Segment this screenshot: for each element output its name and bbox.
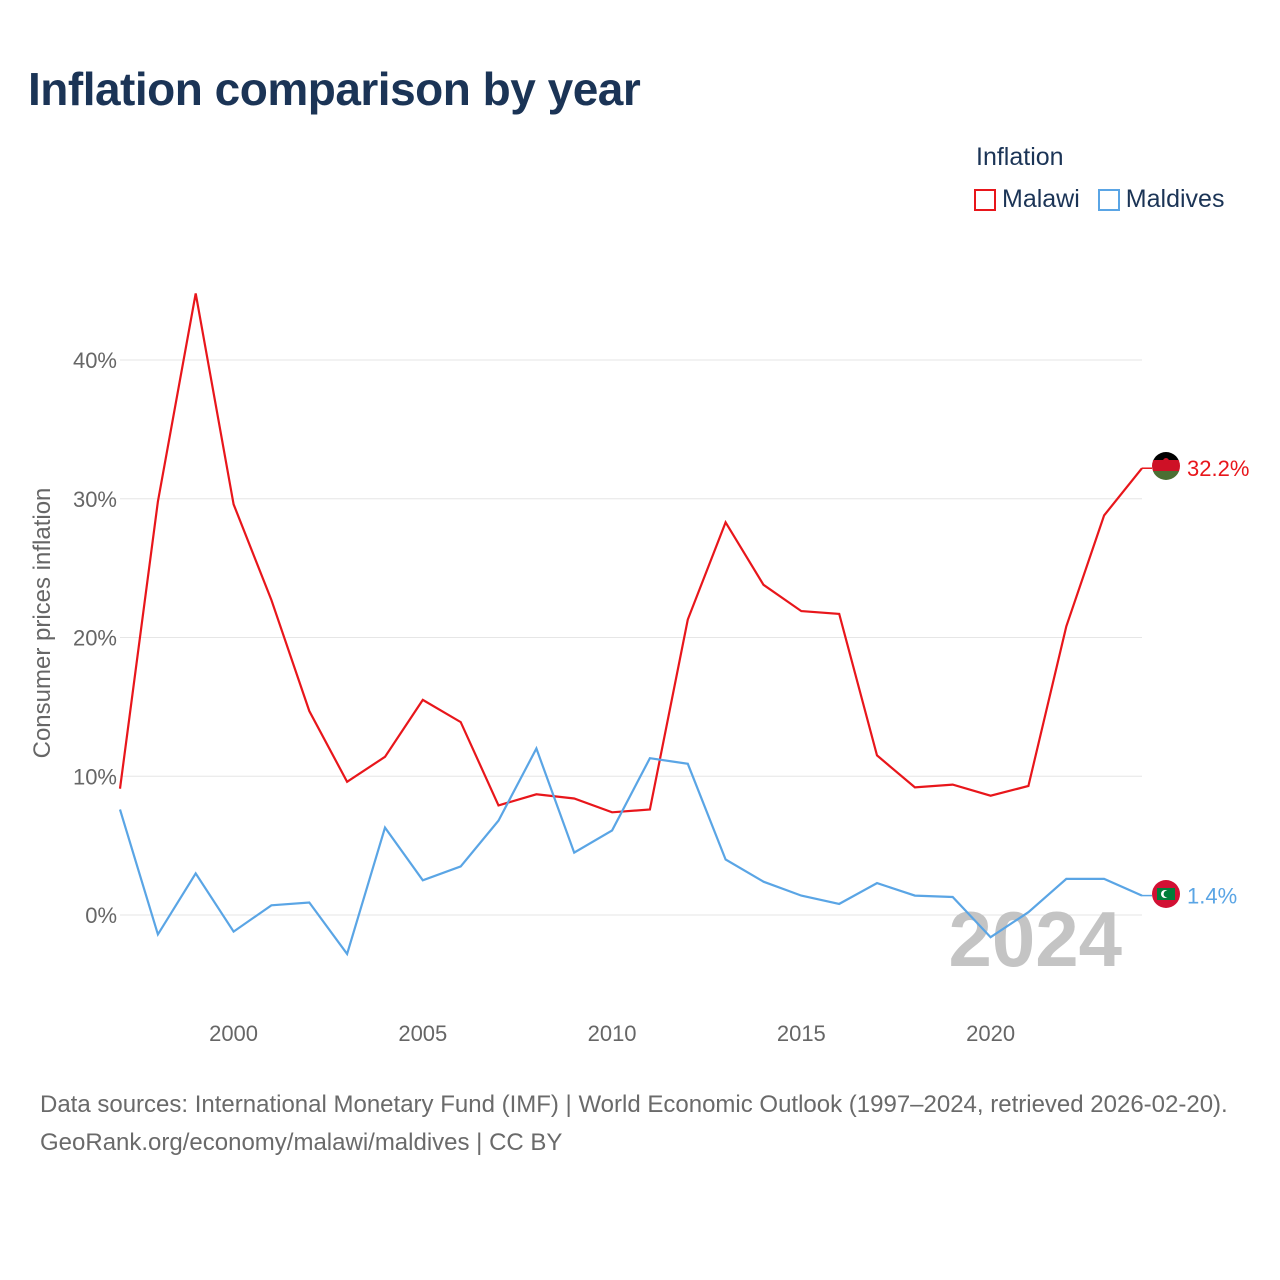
y-tick-label: 10% [73, 764, 117, 789]
malawi-flag-icon [1152, 452, 1180, 480]
legend-item-maldives[interactable]: Maldives [1097, 185, 1225, 214]
marker-layer [1152, 452, 1180, 908]
legend-label-malawi: Malawi [1002, 185, 1080, 213]
y-tick-label: 20% [73, 626, 117, 651]
series-line-malawi [118, 293, 1143, 814]
legend-label-maldives: Maldives [1125, 185, 1225, 213]
x-tick-label: 2015 [777, 1021, 826, 1046]
x-tick-label: 2000 [209, 1021, 258, 1046]
legend-swatch-maldives [1097, 188, 1120, 211]
y-tick-label: 30% [73, 487, 117, 512]
series-layer: 32.2% 1.4% [118, 293, 1249, 957]
maldives-flag-icon [1152, 880, 1180, 908]
end-value-label-maldives: 1.4% [1187, 884, 1237, 909]
x-tick-label: 2010 [588, 1021, 637, 1046]
series-line-maldives [118, 745, 1143, 957]
y-tick-label: 0% [85, 903, 117, 928]
y-tick-label: 40% [73, 348, 117, 373]
legend-item-malawi[interactable]: Malawi [974, 185, 1080, 214]
chart-title: Inflation comparison by year [28, 63, 641, 115]
source-line-data: Data sources: International Monetary Fun… [40, 1091, 1228, 1118]
x-tick-label: 2020 [966, 1021, 1015, 1046]
end-value-label-malawi: 32.2% [1187, 456, 1249, 481]
legend-title: Inflation [976, 143, 1064, 171]
line-chart: 0%10%20%30%40%2000 2005 2010 2015 2020 2024 … [29, 293, 1249, 1046]
source-line-site: GeoRank.org/economy/malawi/maldives | CC… [40, 1129, 563, 1156]
legend-swatch-malawi [974, 188, 996, 211]
grid-layer: 0% 10% 20% 30% 40% 2000 2005 2010 2015 2020 [73, 348, 1142, 1046]
source-note: Data sources: International Monetary Fun… [40, 1086, 1250, 1162]
legend: Malawi Maldives [974, 185, 1224, 214]
year-watermark: 2024 [948, 895, 1122, 983]
y-axis-title: Consumer prices inflation [29, 488, 56, 759]
x-tick-label: 2005 [398, 1021, 447, 1046]
